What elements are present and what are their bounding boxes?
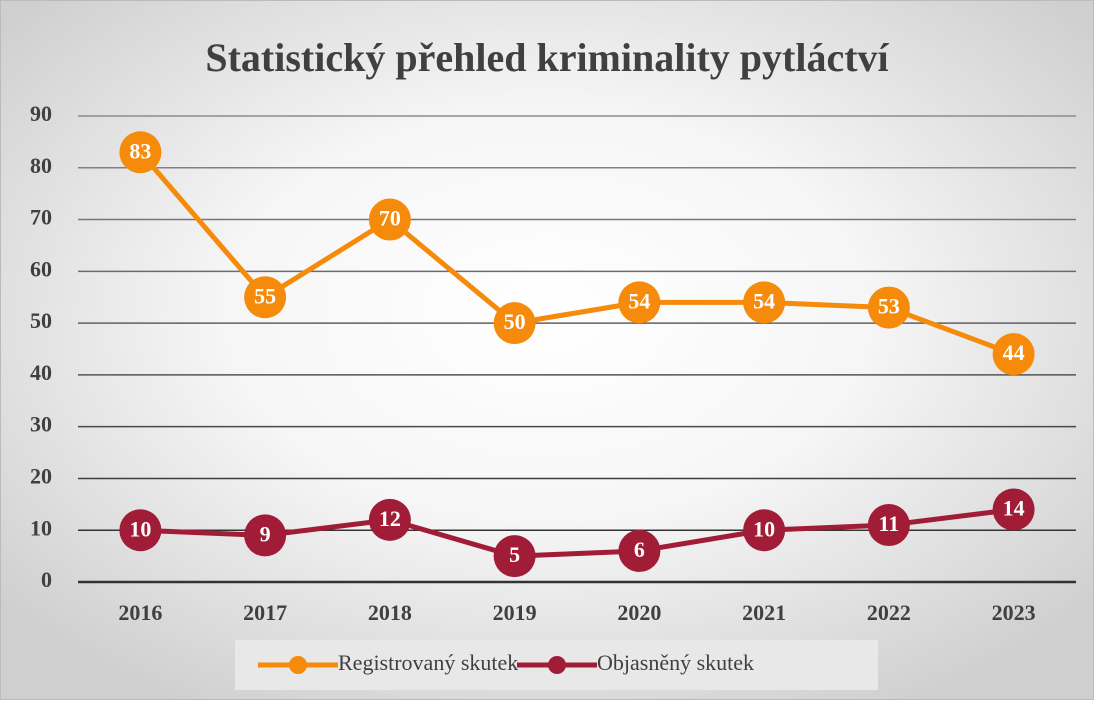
data-point [867, 504, 910, 547]
data-label: 14 [1003, 496, 1025, 521]
legend-marker [548, 656, 566, 674]
data-point [743, 281, 786, 324]
x-tick-label: 2019 [493, 600, 537, 625]
x-tick-label: 2016 [118, 600, 162, 625]
data-label: 83 [129, 138, 151, 163]
data-point [368, 498, 411, 541]
x-tick-label: 2018 [368, 600, 412, 625]
data-point [743, 509, 786, 552]
data-label: 10 [753, 516, 775, 541]
data-label: 5 [509, 542, 520, 567]
data-label: 44 [1003, 340, 1025, 365]
data-point [119, 131, 162, 174]
y-tick-label: 20 [30, 463, 52, 488]
x-tick-label: 2017 [243, 600, 287, 625]
y-tick-label: 50 [30, 308, 52, 333]
y-tick-label: 30 [30, 412, 52, 437]
data-label: 11 [878, 511, 899, 536]
legend-marker [289, 656, 307, 674]
data-point [368, 198, 411, 241]
data-label: 54 [753, 288, 775, 313]
y-tick-label: 40 [30, 360, 52, 385]
y-tick-label: 70 [30, 205, 52, 230]
data-point [992, 488, 1035, 531]
chart-title: Statistický přehled kriminality pytláctv… [205, 35, 889, 80]
x-tick-label: 2021 [742, 600, 786, 625]
legend-label: Objasněný skutek [597, 650, 754, 675]
data-point [618, 281, 661, 324]
data-label: 50 [504, 309, 526, 334]
data-label: 6 [634, 537, 645, 562]
y-tick-label: 0 [41, 567, 52, 592]
data-point [867, 286, 910, 329]
data-label: 53 [878, 294, 900, 319]
data-label: 55 [254, 283, 276, 308]
y-tick-label: 60 [30, 256, 52, 281]
x-tick-label: 2023 [992, 600, 1036, 625]
x-tick-label: 2020 [617, 600, 661, 625]
data-point [992, 333, 1035, 376]
data-point [493, 535, 536, 578]
data-point [493, 302, 536, 345]
data-label: 9 [260, 521, 271, 546]
data-point [119, 509, 162, 552]
data-label: 10 [129, 516, 151, 541]
data-point [244, 514, 287, 557]
data-label: 54 [628, 288, 650, 313]
y-tick-label: 80 [30, 153, 52, 178]
data-label: 70 [379, 206, 401, 231]
data-label: 12 [379, 506, 401, 531]
x-tick-label: 2022 [867, 600, 911, 625]
y-tick-label: 10 [30, 515, 52, 540]
data-point [618, 529, 661, 572]
y-tick-label: 90 [30, 101, 52, 126]
data-point [244, 276, 287, 319]
legend-label: Registrovaný skutek [338, 650, 518, 675]
